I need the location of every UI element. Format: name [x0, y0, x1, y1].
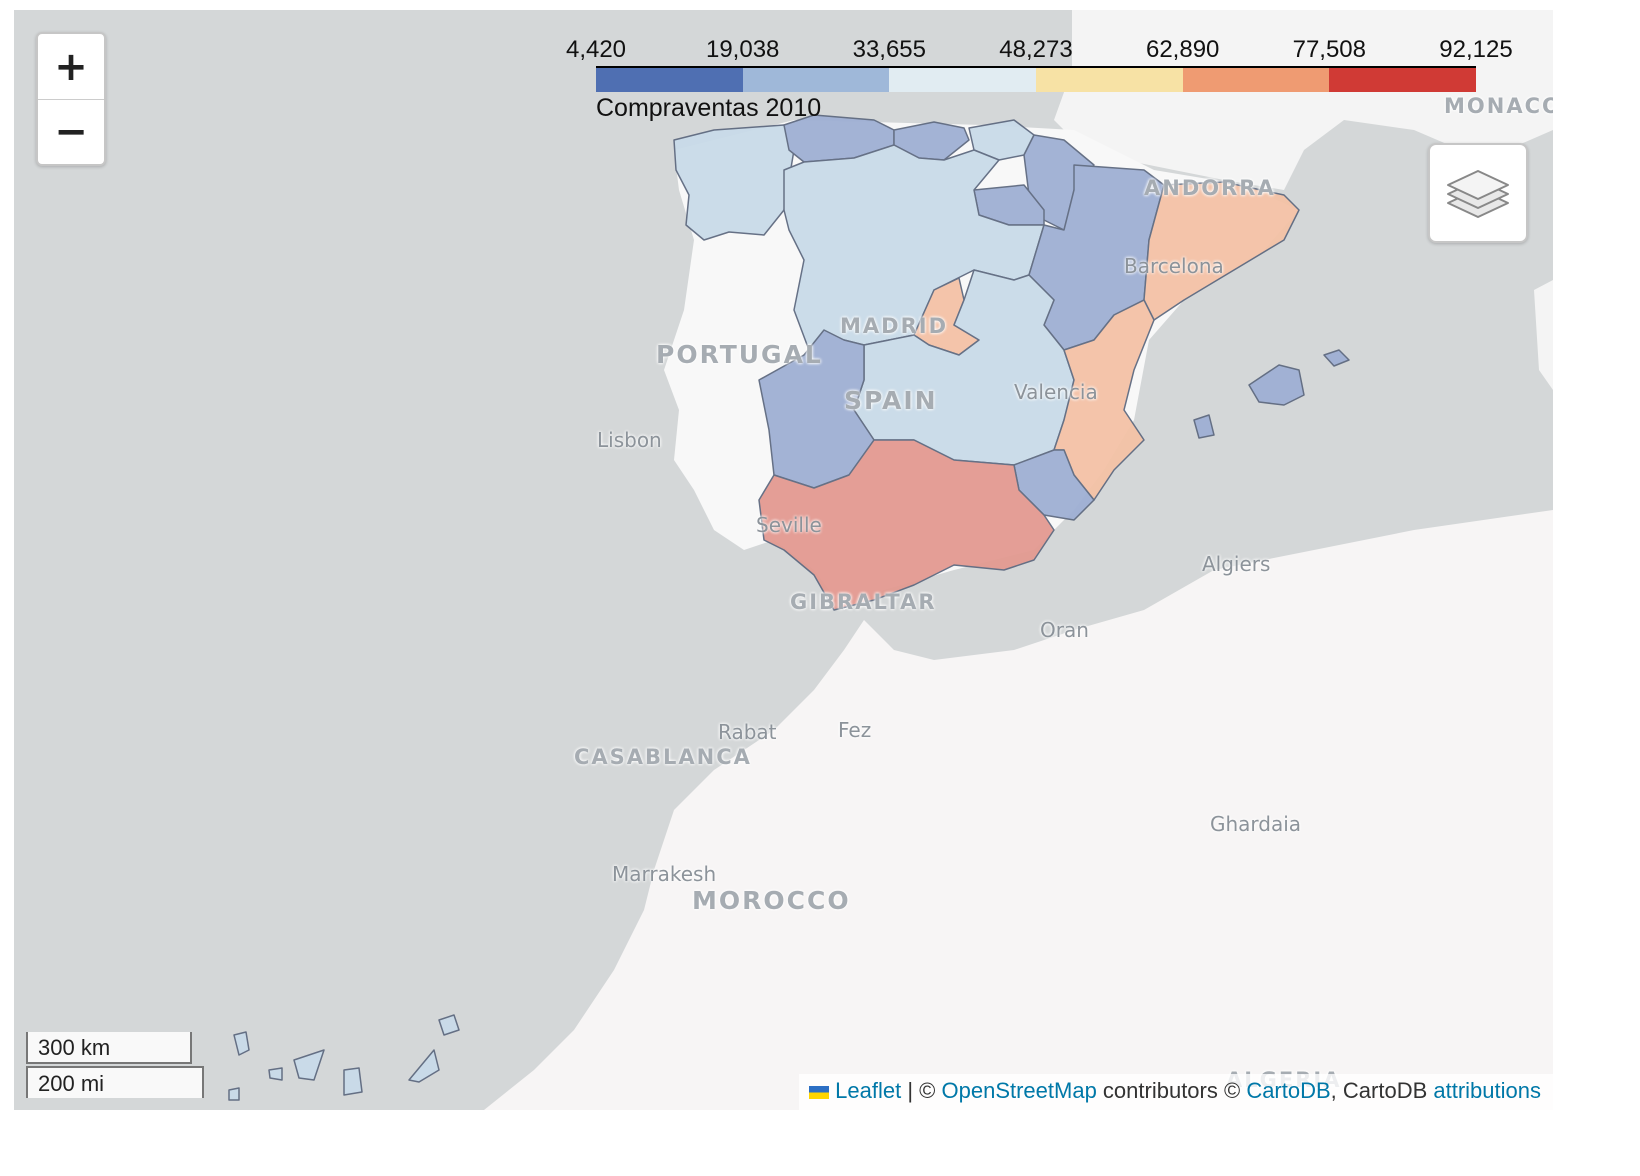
attribution-text: | © — [901, 1078, 942, 1103]
legend-tick: 48,273 — [999, 36, 1073, 63]
region-valencia — [1053, 299, 1155, 501]
land-corsica — [1534, 280, 1553, 390]
legend-swatch — [1036, 68, 1183, 92]
layers-icon — [1447, 170, 1509, 218]
legend-tick: 33,655 — [852, 36, 926, 63]
label-ghardaia: Ghardaia — [1210, 812, 1302, 836]
color-legend: 4,420 19,038 33,655 48,273 62,890 77,508… — [554, 32, 1534, 132]
region-baleares — [1193, 349, 1350, 439]
legend-swatch — [742, 68, 890, 92]
ukraine-flag-icon — [809, 1085, 830, 1099]
zoom-in-button[interactable]: + — [38, 34, 104, 99]
legend-swatch — [1329, 68, 1477, 92]
label-lisbon: Lisbon — [597, 428, 662, 452]
attributions-link[interactable]: attributions — [1433, 1078, 1541, 1103]
legend-color-bar — [596, 66, 1477, 92]
region-andalucia — [758, 439, 1055, 611]
attribution-text: , CartoDB — [1330, 1078, 1434, 1103]
legend-tick: 77,508 — [1292, 36, 1366, 63]
region-cataluna — [1143, 181, 1300, 321]
label-monaco: MONACO — [1444, 94, 1553, 118]
legend-caption: Compraventas 2010 — [596, 94, 822, 122]
label-valencia: Valencia — [1014, 380, 1098, 404]
label-seville: Seville — [756, 513, 822, 537]
label-marrakesh: Marrakesh — [612, 862, 717, 886]
attribution-text: contributors © — [1096, 1078, 1247, 1103]
scale-bar: 300 km 200 mi — [26, 1032, 204, 1098]
label-madrid: MADRID — [840, 314, 948, 338]
label-gibraltar: GIBRALTAR — [790, 590, 937, 614]
scale-mi: 200 mi — [26, 1066, 204, 1098]
map-container[interactable]: PORTUGAL SPAIN MADRID Lisbon Valencia Ba… — [14, 10, 1553, 1110]
region-galicia — [673, 124, 795, 241]
layers-control-button[interactable] — [1428, 143, 1528, 243]
legend-swatch — [1182, 68, 1330, 92]
legend-tick: 4,420 — [565, 36, 627, 63]
leaflet-link[interactable]: Leaflet — [835, 1078, 902, 1103]
attribution: Leaflet | © OpenStreetMap contributors ©… — [799, 1074, 1553, 1110]
label-casablanca: CASABLANCA — [574, 745, 752, 769]
label-andorra: ANDORRA — [1144, 176, 1276, 200]
cartodb-link[interactable]: CartoDB — [1246, 1078, 1331, 1103]
label-algiers: Algiers — [1202, 552, 1271, 576]
label-fez: Fez — [838, 718, 872, 742]
zoom-out-button[interactable]: − — [38, 99, 104, 164]
legend-tick: 62,890 — [1145, 36, 1220, 63]
choropleth-layer — [228, 114, 1350, 1101]
basemap — [228, 10, 1553, 1110]
land-france — [1054, 10, 1553, 190]
legend-swatch — [889, 68, 1037, 92]
scale-km: 300 km — [26, 1032, 192, 1064]
osm-link[interactable]: OpenStreetMap — [941, 1078, 1097, 1103]
land-africa — [484, 510, 1553, 1110]
label-spain: SPAIN — [844, 386, 938, 415]
zoom-control: + − — [36, 32, 106, 166]
label-portugal: PORTUGAL — [656, 340, 823, 369]
legend-tick: 19,038 — [705, 36, 780, 63]
legend-swatch — [596, 68, 743, 92]
region-canarias — [228, 1014, 460, 1101]
label-morocco: MOROCCO — [692, 886, 851, 915]
label-oran: Oran — [1040, 618, 1089, 642]
label-rabat: Rabat — [718, 720, 777, 744]
legend-tick: 92,125 — [1439, 36, 1513, 63]
label-barcelona: Barcelona — [1124, 254, 1224, 278]
